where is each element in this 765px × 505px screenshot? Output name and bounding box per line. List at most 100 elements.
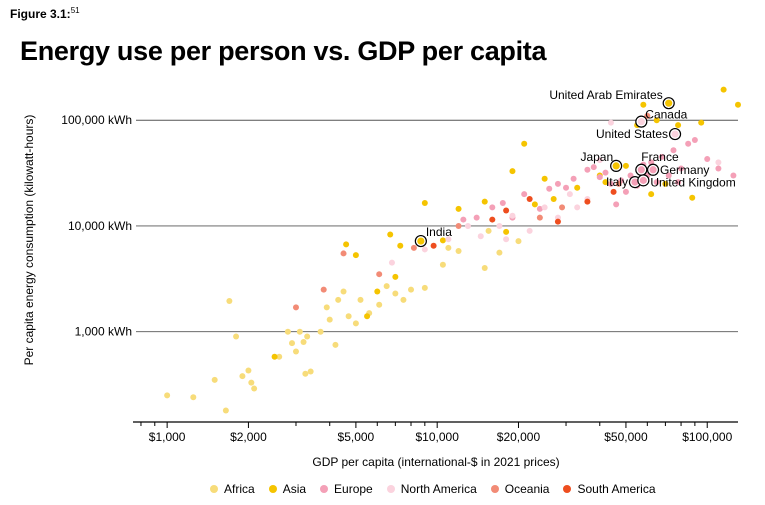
point-oceania: [292, 304, 299, 311]
axes: 1,000 kWh 10,000 kWh 100,000 kWh $1,000 $2,0…: [61, 113, 738, 444]
point-asia: [521, 140, 528, 147]
point-europe: [521, 191, 528, 198]
point-africa: [307, 368, 314, 375]
point-africa: [481, 265, 488, 272]
point-europe: [546, 185, 553, 192]
legend: Africa Asia Europe North America Oceania Sout…: [210, 482, 656, 496]
point-africa: [332, 341, 339, 348]
point-asia: [675, 122, 682, 129]
x-tick-label: $50,000: [604, 430, 648, 444]
data-points: [164, 86, 741, 414]
point-africa: [392, 290, 399, 297]
point-oceania: [320, 286, 327, 293]
point-africa: [164, 392, 171, 399]
point-asia: [439, 237, 446, 244]
x-axis-label: GDP per capita (international-$ in 2021 …: [312, 455, 559, 469]
point-north-america: [541, 204, 548, 211]
point-europe: [536, 205, 543, 212]
annotation-united-arab-emirates: United Arab Emirates: [549, 88, 662, 102]
point-asia: [481, 198, 488, 205]
point-africa: [239, 373, 246, 380]
point-oceania: [340, 250, 347, 257]
highlight-point-united-states: [671, 130, 679, 138]
point-oceania: [559, 204, 566, 211]
point-europe: [670, 147, 677, 154]
highlight-point-france: [637, 166, 645, 174]
point-africa: [300, 338, 307, 345]
legend-item-africa: Africa: [210, 482, 255, 496]
point-asia: [602, 179, 609, 186]
legend-label: South America: [577, 482, 656, 496]
point-asia: [622, 162, 629, 169]
point-europe: [678, 165, 685, 172]
point-asia: [574, 184, 581, 191]
annotation-india: India: [426, 225, 452, 239]
point-africa: [226, 298, 233, 305]
point-europe: [489, 204, 496, 211]
figure-footnote-ref: 51: [70, 6, 80, 15]
point-africa: [245, 367, 252, 374]
point-oceania: [615, 180, 622, 187]
point-europe: [563, 184, 570, 191]
point-asia: [698, 119, 705, 126]
legend-item-north-america: North America: [386, 482, 477, 496]
annotation-united-states: United States: [596, 127, 668, 141]
y-axis-label: Per capita energy consumption (kilowatt-…: [22, 115, 36, 366]
point-south-america: [489, 216, 496, 223]
annotation-france: France: [641, 150, 679, 164]
point-asia: [352, 252, 359, 259]
chart-title: Energy use per person vs. GDP per capita: [20, 36, 547, 66]
point-africa: [439, 261, 446, 268]
legend-label: North America: [400, 482, 477, 496]
point-africa: [248, 379, 255, 386]
x-tick-label: $2,000: [230, 430, 267, 444]
point-europe: [607, 180, 614, 187]
highlight-point-united-arab-emirates: [665, 99, 673, 107]
point-asia: [387, 231, 394, 238]
point-south-america: [610, 188, 617, 195]
annotation-germany: Germany: [660, 163, 709, 177]
point-asia: [541, 175, 548, 182]
legend-swatch: [268, 485, 277, 493]
legend-item-europe: Europe: [320, 482, 373, 496]
legend-label: Asia: [282, 482, 307, 496]
point-europe: [613, 201, 620, 208]
point-africa: [296, 328, 303, 335]
point-oceania: [644, 112, 651, 119]
point-asia: [509, 168, 516, 175]
point-asia: [364, 313, 371, 320]
point-north-america: [715, 159, 722, 166]
point-asia: [653, 117, 660, 124]
point-south-america: [554, 218, 561, 225]
point-asia: [374, 288, 381, 295]
figure-label: Figure 3.1:51: [10, 6, 80, 21]
point-europe: [653, 179, 660, 186]
point-asia: [640, 101, 647, 108]
legend-item-oceania: Oceania: [490, 482, 549, 496]
point-south-america: [584, 198, 591, 205]
point-europe: [730, 172, 737, 179]
point-europe: [499, 199, 506, 206]
point-africa: [289, 340, 296, 347]
point-europe: [622, 188, 629, 195]
y-tick-label: 1,000 kWh: [75, 325, 132, 339]
highlight-point-japan: [612, 162, 620, 170]
point-europe: [665, 172, 672, 179]
point-africa: [515, 238, 522, 245]
annotation-canada: Canada: [645, 108, 687, 122]
point-asia: [550, 195, 557, 202]
point-asia: [735, 101, 741, 108]
point-africa: [292, 348, 299, 355]
point-north-america: [464, 222, 471, 229]
point-europe: [584, 166, 591, 173]
point-africa: [357, 296, 364, 303]
point-north-america: [421, 246, 428, 253]
point-north-america: [596, 157, 603, 164]
point-africa: [400, 296, 407, 303]
country-annotations: United Arab Emirates Canada United States J…: [414, 88, 736, 248]
point-oceania: [536, 214, 543, 221]
highlight-point-italy: [631, 178, 639, 186]
point-africa: [408, 286, 415, 293]
point-asia: [689, 194, 696, 201]
legend-swatch: [320, 485, 329, 493]
